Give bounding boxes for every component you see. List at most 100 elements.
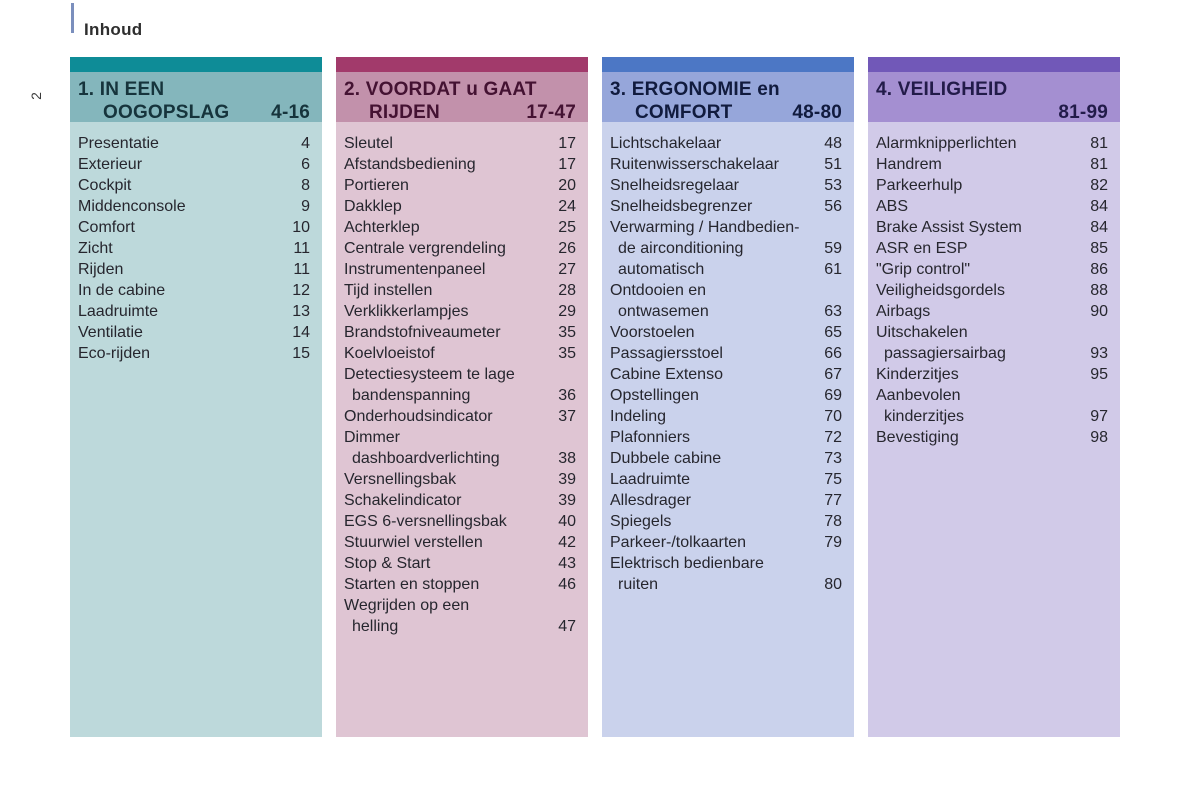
toc-entry[interactable]: Ventilatie 14 bbox=[78, 322, 310, 343]
toc-entry[interactable]: Alarmknipperlichten 81 bbox=[876, 133, 1108, 154]
toc-entry-page: 53 bbox=[824, 177, 842, 194]
toc-entry[interactable]: Instrumentenpaneel 27 bbox=[344, 259, 576, 280]
toc-entry[interactable]: Plafonniers 72 bbox=[610, 427, 842, 448]
section-header: 4. VEILIGHEID 81-99 bbox=[868, 72, 1120, 124]
toc-entry[interactable]: Bevestiging 98 bbox=[876, 427, 1108, 448]
toc-entry[interactable]: Stop & Start 43 bbox=[344, 553, 576, 574]
toc-entry[interactable]: automatisch 61 bbox=[610, 259, 842, 280]
toc-entry[interactable]: Aanbevolen bbox=[876, 385, 1108, 406]
toc-entry[interactable]: Dakklep 24 bbox=[344, 196, 576, 217]
toc-entry[interactable]: Parkeer-/tolkaarten 79 bbox=[610, 532, 842, 553]
toc-entry[interactable]: Allesdrager 77 bbox=[610, 490, 842, 511]
toc-entry[interactable]: Indeling 70 bbox=[610, 406, 842, 427]
section-title-line2 bbox=[876, 101, 901, 124]
toc-entry-page: 47 bbox=[558, 618, 576, 635]
toc-entry[interactable]: Ontdooien en bbox=[610, 280, 842, 301]
toc-entry-page: 86 bbox=[1090, 261, 1108, 278]
toc-entry[interactable]: Laadruimte 13 bbox=[78, 301, 310, 322]
toc-entry[interactable]: Middenconsole 9 bbox=[78, 196, 310, 217]
section-entries: Presentatie 4 Exterieur 6 Cockpit 8 Midd… bbox=[70, 122, 322, 737]
toc-entry-page: 51 bbox=[824, 156, 842, 173]
toc-entry[interactable]: Eco-rijden 15 bbox=[78, 343, 310, 364]
toc-entry[interactable]: Ruitenwisserschakelaar 51 bbox=[610, 154, 842, 175]
toc-entry[interactable]: Opstellingen 69 bbox=[610, 385, 842, 406]
toc-entry[interactable]: Uitschakelen bbox=[876, 322, 1108, 343]
section-entries: Alarmknipperlichten 81 Handrem 81 Parkee… bbox=[868, 122, 1120, 737]
toc-entry[interactable]: Dubbele cabine 73 bbox=[610, 448, 842, 469]
toc-entry[interactable]: Onderhoudsindicator 37 bbox=[344, 406, 576, 427]
toc-entry[interactable]: Dimmer bbox=[344, 427, 576, 448]
toc-entry[interactable]: Afstandsbediening 17 bbox=[344, 154, 576, 175]
toc-entry[interactable]: Versnellingsbak 39 bbox=[344, 469, 576, 490]
toc-entry[interactable]: Presentatie 4 bbox=[78, 133, 310, 154]
toc-entry[interactable]: Zicht 11 bbox=[78, 238, 310, 259]
toc-entry-page: 14 bbox=[292, 324, 310, 341]
toc-entry[interactable]: In de cabine 12 bbox=[78, 280, 310, 301]
toc-entry[interactable]: Airbags 90 bbox=[876, 301, 1108, 322]
toc-entry[interactable]: Achterklep 25 bbox=[344, 217, 576, 238]
toc-entry[interactable]: ABS 84 bbox=[876, 196, 1108, 217]
toc-entry[interactable]: de airconditioning 59 bbox=[610, 238, 842, 259]
toc-entry[interactable]: Koelvloeistof 35 bbox=[344, 343, 576, 364]
toc-entry[interactable]: Stuurwiel verstellen 42 bbox=[344, 532, 576, 553]
toc-entry[interactable]: Laadruimte 75 bbox=[610, 469, 842, 490]
toc-entry[interactable]: Verklikkerlampjes 29 bbox=[344, 301, 576, 322]
toc-entry[interactable]: Exterieur 6 bbox=[78, 154, 310, 175]
toc-entry-label: Airbags bbox=[876, 303, 931, 320]
toc-entry[interactable]: Sleutel 17 bbox=[344, 133, 576, 154]
toc-entry[interactable]: Voorstoelen 65 bbox=[610, 322, 842, 343]
toc-entry[interactable]: Lichtschakelaar 48 bbox=[610, 133, 842, 154]
toc-entry[interactable]: Cockpit 8 bbox=[78, 175, 310, 196]
toc-entry[interactable]: Passagiersstoel 66 bbox=[610, 343, 842, 364]
toc-entry[interactable]: ontwasemen 63 bbox=[610, 301, 842, 322]
toc-entry[interactable]: Kinderzitjes 95 bbox=[876, 364, 1108, 385]
toc-entry[interactable]: Portieren 20 bbox=[344, 175, 576, 196]
toc-entry[interactable]: dashboardverlichting 38 bbox=[344, 448, 576, 469]
toc-entry-label: Dakklep bbox=[344, 198, 402, 215]
toc-entry[interactable]: Snelheidsregelaar 53 bbox=[610, 175, 842, 196]
toc-entry-label: Spiegels bbox=[610, 513, 672, 530]
toc-entry[interactable]: Spiegels 78 bbox=[610, 511, 842, 532]
toc-entry[interactable]: ASR en ESP 85 bbox=[876, 238, 1108, 259]
toc-entry[interactable]: kinderzitjes 97 bbox=[876, 406, 1108, 427]
toc-entry[interactable]: Elektrisch bedienbare bbox=[610, 553, 842, 574]
toc-entry-label: automatisch bbox=[618, 261, 705, 278]
toc-entry[interactable]: bandenspanning 36 bbox=[344, 385, 576, 406]
toc-entry-page: 15 bbox=[292, 345, 310, 362]
toc-entry[interactable]: Verwarming / Handbedien- bbox=[610, 217, 842, 238]
toc-entry[interactable]: Centrale vergrendeling 26 bbox=[344, 238, 576, 259]
toc-entry-page: 80 bbox=[824, 576, 842, 593]
toc-entry[interactable]: Veiligheidsgordels 88 bbox=[876, 280, 1108, 301]
toc-entry-label: Presentatie bbox=[78, 135, 159, 152]
toc-entry[interactable]: helling 47 bbox=[344, 616, 576, 637]
toc-entry[interactable]: Cabine Extenso 67 bbox=[610, 364, 842, 385]
toc-entry[interactable]: ruiten 80 bbox=[610, 574, 842, 595]
toc-entry[interactable]: Brake Assist System 84 bbox=[876, 217, 1108, 238]
toc-entry[interactable]: Rijden 11 bbox=[78, 259, 310, 280]
section-page-range: 17-47 bbox=[526, 102, 576, 123]
toc-entry-label: Snelheidsbegrenzer bbox=[610, 198, 753, 215]
section-header: 2. VOORDAT u GAAT RIJDEN 17-47 bbox=[336, 72, 588, 123]
toc-entry[interactable]: Schakelindicator 39 bbox=[344, 490, 576, 511]
toc-entry[interactable]: Parkeerhulp 82 bbox=[876, 175, 1108, 196]
toc-entry[interactable]: Detectiesysteem te lage bbox=[344, 364, 576, 385]
toc-entry-label: de airconditioning bbox=[618, 240, 744, 257]
toc-entry[interactable]: EGS 6-versnellingsbak 40 bbox=[344, 511, 576, 532]
toc-section: 3. ERGONOMIE en COMFORT 48-80 Lichtschak… bbox=[602, 57, 854, 737]
toc-entry-label: Alarmknipperlichten bbox=[876, 135, 1017, 152]
toc-entry[interactable]: Comfort 10 bbox=[78, 217, 310, 238]
toc-entry-label: Middenconsole bbox=[78, 198, 186, 215]
toc-entry-label: dashboardverlichting bbox=[352, 450, 500, 467]
toc-entry[interactable]: Wegrijden op een bbox=[344, 595, 576, 616]
toc-entry[interactable]: Snelheidsbegrenzer 56 bbox=[610, 196, 842, 217]
toc-entry-label: Snelheidsregelaar bbox=[610, 177, 739, 194]
toc-entry-label: Voorstoelen bbox=[610, 324, 695, 341]
toc-entry[interactable]: Handrem 81 bbox=[876, 154, 1108, 175]
toc-entry[interactable]: Tijd instellen 28 bbox=[344, 280, 576, 301]
toc-entry[interactable]: Brandstofniveaumeter 35 bbox=[344, 322, 576, 343]
toc-entry[interactable]: "Grip control" 86 bbox=[876, 259, 1108, 280]
toc-entry-label: Schakelindicator bbox=[344, 492, 462, 509]
toc-entry-label: Ruitenwisserschakelaar bbox=[610, 156, 779, 173]
toc-entry[interactable]: passagiersairbag 93 bbox=[876, 343, 1108, 364]
toc-entry[interactable]: Starten en stoppen 46 bbox=[344, 574, 576, 595]
